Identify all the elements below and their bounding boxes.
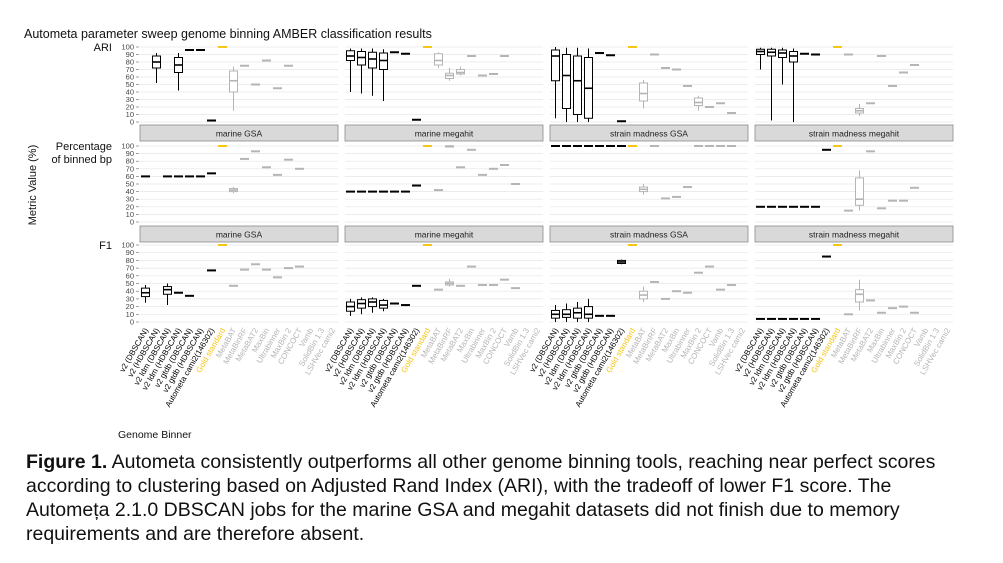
facet-strip	[549, 225, 749, 243]
y-tick-label: 0	[130, 318, 134, 327]
facet-strip-label: marine megahit	[415, 230, 474, 240]
box	[551, 49, 560, 82]
y-tick-label: 100	[121, 43, 134, 52]
y-tick-label: 40	[126, 287, 134, 296]
y-tick-label: 30	[126, 294, 134, 303]
box	[434, 53, 443, 66]
y-tick-label: 80	[126, 256, 134, 265]
caption-label: Figure 1.	[26, 451, 108, 473]
facet-strip	[139, 124, 339, 142]
y-tick-label: 60	[126, 172, 134, 181]
y-tick-label: 70	[126, 164, 134, 173]
y-tick-label: 10	[126, 210, 134, 219]
metric-label: Percentage	[56, 141, 112, 153]
y-tick-label: 30	[126, 95, 134, 104]
y-tick-label: 40	[126, 187, 134, 196]
chart-title: Autometa parameter sweep genome binning …	[24, 27, 432, 41]
y-tick-label: 10	[126, 310, 134, 319]
facet-strip	[344, 225, 544, 243]
metric-label: ARI	[94, 42, 112, 54]
y-tick-label: 20	[126, 302, 134, 311]
box	[562, 54, 571, 109]
y-tick-label: 60	[126, 271, 134, 280]
facet-strip-label: marine GSA	[216, 129, 263, 139]
y-tick-label: 60	[126, 73, 134, 82]
boxplot-chart: Autometa parameter sweep genome binning …	[24, 27, 954, 441]
metric-label: F1	[99, 240, 112, 252]
box	[855, 177, 864, 206]
y-tick-label: 80	[126, 157, 134, 166]
box	[639, 82, 648, 102]
y-tick-label: 10	[126, 110, 134, 119]
y-tick-label: 90	[126, 50, 134, 59]
facet-strip	[754, 225, 954, 243]
box	[584, 306, 593, 319]
box	[855, 289, 864, 303]
metric-label: of binned bp	[51, 154, 112, 166]
y-tick-label: 90	[126, 248, 134, 257]
box	[368, 51, 377, 69]
y-tick-label: 90	[126, 149, 134, 158]
y-tick-label: 0	[130, 218, 134, 227]
y-tick-label: 70	[126, 65, 134, 74]
x-axis-label: Genome Binner	[118, 429, 192, 441]
figure-caption: Figure 1. Autometa consistently outperfo…	[26, 450, 976, 546]
y-tick-label: 20	[126, 103, 134, 112]
facet-strip-label: strain madness megahit	[809, 129, 900, 139]
facet-strip-label: marine megahit	[415, 129, 474, 139]
facet-strip-label: strain madness GSA	[610, 230, 688, 240]
facet-strip	[139, 225, 339, 243]
y-tick-label: 0	[130, 118, 134, 127]
facet-strip-label: strain madness megahit	[809, 230, 900, 240]
facet-strip-label: marine GSA	[216, 230, 263, 240]
y-tick-label: 70	[126, 264, 134, 273]
y-tick-label: 40	[126, 88, 134, 97]
y-tick-label: 100	[121, 142, 134, 151]
caption-text: Autometa consistently outperforms all ot…	[26, 451, 936, 545]
y-tick-label: 30	[126, 195, 134, 204]
y-axis-label: Metric Value (%)	[27, 145, 39, 225]
box	[573, 55, 582, 115]
y-tick-label: 20	[126, 202, 134, 211]
y-tick-label: 50	[126, 279, 134, 288]
facet-strip-label: strain madness GSA	[610, 129, 688, 139]
y-tick-label: 50	[126, 80, 134, 89]
y-tick-label: 80	[126, 58, 134, 67]
facet-strip	[549, 124, 749, 142]
y-tick-label: 50	[126, 180, 134, 189]
y-tick-label: 100	[121, 241, 134, 250]
facet-strip	[754, 124, 954, 142]
facet-strip	[344, 124, 544, 142]
